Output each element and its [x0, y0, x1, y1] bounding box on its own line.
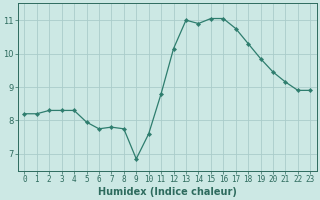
X-axis label: Humidex (Indice chaleur): Humidex (Indice chaleur) — [98, 187, 237, 197]
